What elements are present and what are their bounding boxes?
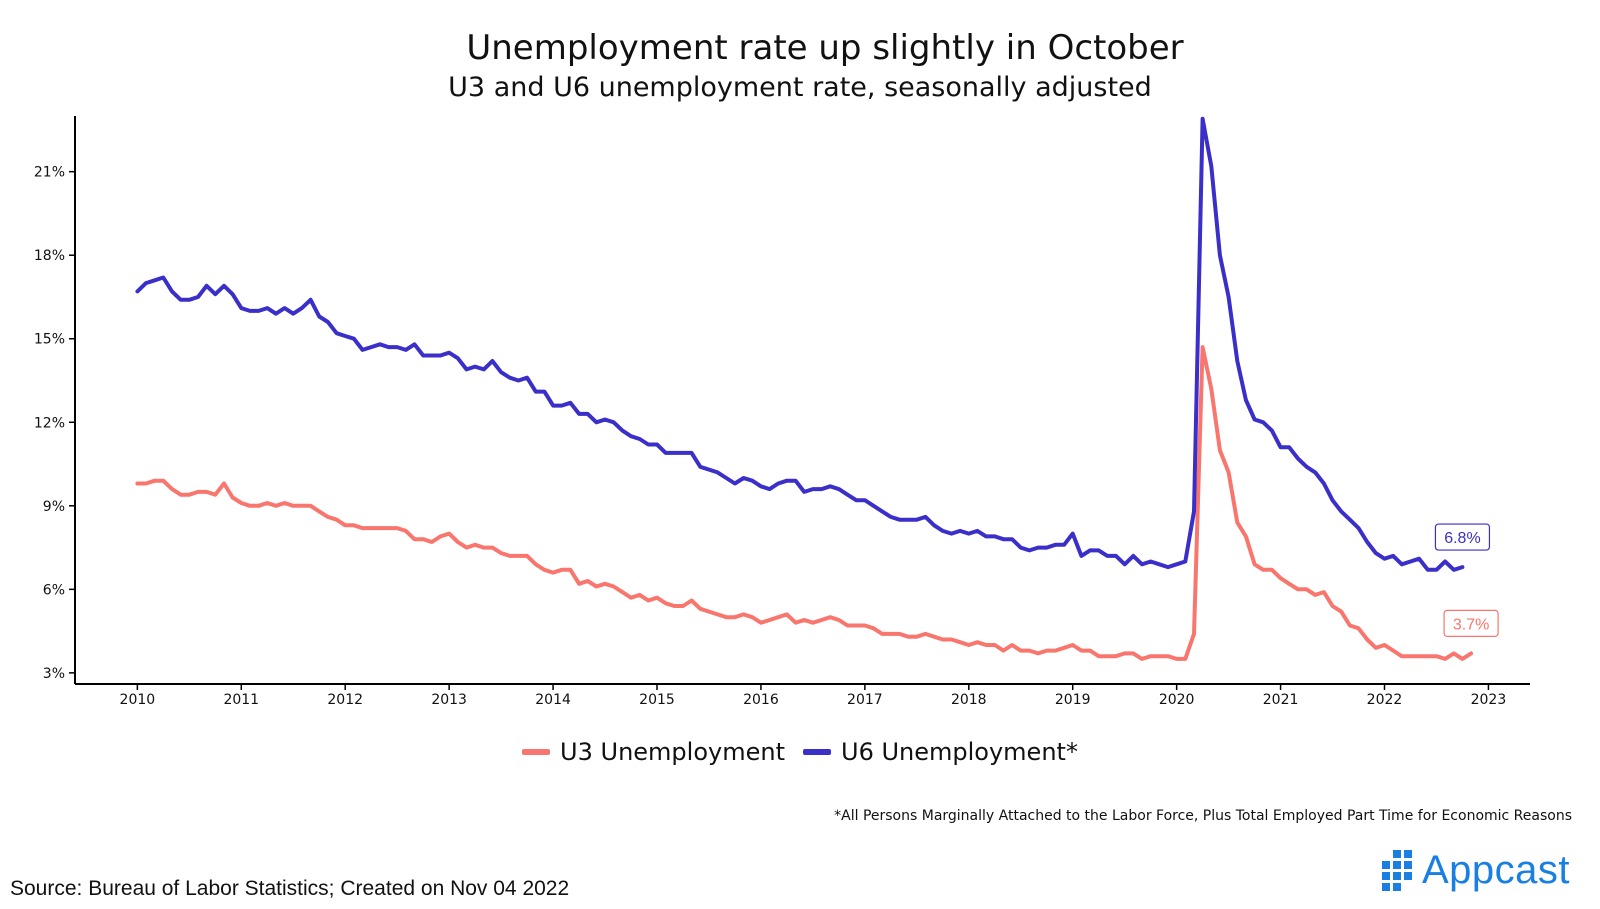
x-tick-label: 2014 [535,692,571,708]
y-tick-label: 3% [43,666,65,682]
x-tick-label: 2022 [1367,692,1403,708]
chart-title: Unemployment rate up slightly in October [466,28,1184,68]
x-tick-label: 2012 [327,692,363,708]
source-note: Source: Bureau of Labor Statistics; Crea… [10,877,570,900]
y-tick-label: 6% [43,582,65,598]
x-tick-label: 2015 [639,692,675,708]
x-tick-label: 2021 [1263,692,1299,708]
legend-item-u3: U3 Unemployment [522,738,785,766]
y-tick-label: 15% [34,332,65,348]
x-tick-label: 2010 [120,692,156,708]
legend-label-u6: U6 Unemployment* [841,738,1078,766]
y-tick-label: 18% [34,248,65,264]
end-label-u6: 6.8% [1444,530,1480,547]
x-tick-label: 2017 [847,692,883,708]
series-line-u6 [135,116,1465,572]
footnote: *All Persons Marginally Attached to the … [834,808,1572,824]
series-line-u3 [135,345,1474,661]
y-tick-label: 9% [43,499,65,515]
chart-legend: U3 Unemployment U6 Unemployment* [0,738,1600,766]
appcast-logo-text: Appcast [1421,848,1570,892]
legend-swatch-u3 [522,749,551,755]
x-tick-label: 2023 [1471,692,1507,708]
legend-label-u3: U3 Unemployment [560,738,785,766]
legend-swatch-u6 [803,749,831,755]
x-tick-label: 2013 [431,692,467,708]
appcast-logo-icon [1381,850,1412,891]
line-chart: 3% 6% 9% 12% 15% 18% 21% 2010 2011 2012 2013 2014 20… [34,116,1530,708]
end-label-box-u6 [1434,523,1491,551]
x-tick-label: 2011 [223,692,259,708]
appcast-logo: Appcast [1381,848,1570,893]
y-tick-label: 21% [34,165,65,181]
end-label-box-u3 [1443,609,1499,637]
legend-item-u6: U6 Unemployment* [803,738,1078,766]
x-tick-label: 2020 [1159,692,1195,708]
x-tick-label: 2016 [743,692,779,708]
end-label-u3: 3.7% [1453,616,1489,633]
chart-subtitle: U3 and U6 unemployment rate, seasonally … [448,72,1152,103]
x-tick-label: 2018 [951,692,987,708]
y-tick-label: 12% [34,415,65,431]
x-tick-label: 2019 [1055,692,1091,708]
